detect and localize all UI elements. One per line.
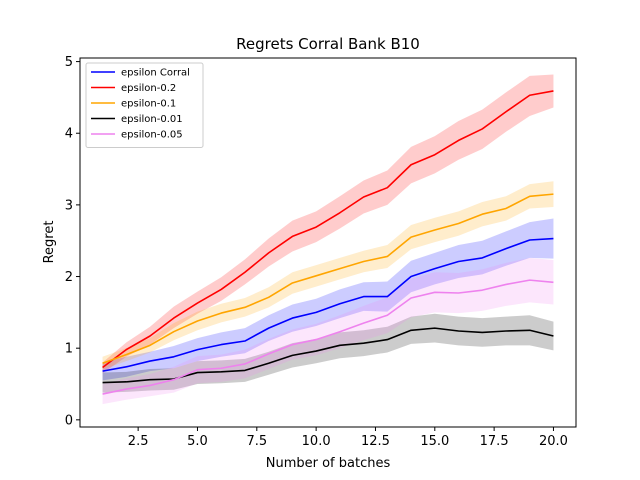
legend-label-epsilon-corral: epsilon Corral	[121, 68, 190, 79]
x-tick-label: 5.0	[187, 434, 208, 449]
x-tick-label: 17.5	[480, 434, 509, 449]
band-epsilon-0-2	[102, 74, 554, 374]
y-tick-label: 1	[65, 342, 73, 357]
y-tick-label: 3	[65, 198, 73, 213]
legend: epsilon Corral epsilon-0.2 epsilon-0.1 epsi…	[85, 62, 204, 148]
y-tick-label: 5	[65, 55, 73, 70]
series-lines	[102, 90, 554, 395]
band-epsilon-0-01	[102, 313, 554, 393]
legend-label-epsilon-0-1: epsilon-0.1	[121, 99, 176, 110]
x-axis-label: Number of batches	[266, 456, 391, 471]
line-epsilon-corral	[102, 237, 554, 372]
legend-label-epsilon-0-2: epsilon-0.2	[121, 83, 176, 94]
legend-label-epsilon-0-01: epsilon-0.01	[121, 114, 183, 125]
y-tick-label: 2	[65, 270, 73, 285]
x-tick-label: 15.0	[420, 434, 449, 449]
x-tick-label: 2.5	[128, 434, 149, 449]
legend-label-epsilon-0-05: epsilon-0.05	[121, 130, 183, 141]
y-tick-label: 4	[65, 127, 73, 142]
legend-box	[85, 62, 204, 148]
band-epsilon-0-05	[102, 257, 554, 405]
y-axis-ticks: 0 1 2 3 4 5	[65, 55, 80, 428]
y-tick-label: 0	[65, 413, 73, 428]
line-epsilon-0-05	[102, 279, 554, 395]
x-tick-label: 7.5	[246, 434, 267, 449]
band-epsilon-corral	[102, 218, 554, 381]
line-epsilon-0-2	[102, 90, 554, 369]
line-epsilon-0-1	[102, 193, 554, 364]
x-axis-ticks: 2.5 5.0 7.5 10.0 12.5 15.0 17.5 20.0	[128, 427, 568, 449]
plot-frame	[79, 57, 577, 428]
x-tick-label: 10.0	[302, 434, 331, 449]
chart-title: Regrets Corral Bank B10	[236, 35, 420, 53]
x-tick-label: 20.0	[539, 434, 568, 449]
y-axis-label: Regret	[42, 221, 57, 264]
x-tick-label: 12.5	[361, 434, 390, 449]
